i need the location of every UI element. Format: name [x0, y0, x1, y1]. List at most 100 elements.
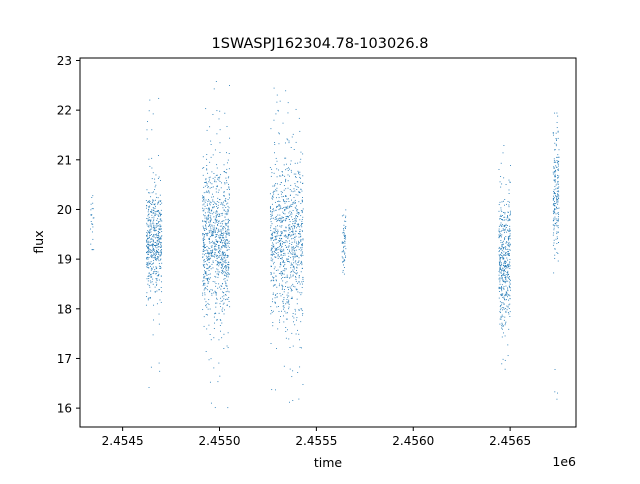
- data-point: [501, 286, 502, 287]
- data-point: [302, 238, 304, 240]
- data-point: [503, 269, 505, 271]
- data-point: [226, 223, 228, 225]
- data-point: [284, 202, 286, 204]
- data-point: [302, 383, 304, 385]
- data-point: [501, 219, 503, 220]
- data-point: [505, 321, 507, 323]
- data-point: [296, 245, 298, 247]
- data-point: [554, 201, 555, 203]
- data-point: [294, 162, 296, 164]
- data-point: [502, 325, 504, 327]
- data-point: [213, 206, 215, 208]
- data-point: [223, 313, 225, 315]
- data-point: [209, 277, 211, 279]
- data-point: [283, 164, 285, 166]
- data-point: [270, 254, 272, 256]
- data-point: [302, 313, 304, 314]
- data-point: [300, 308, 302, 310]
- data-point: [302, 175, 304, 177]
- data-point: [209, 258, 211, 260]
- data-point: [153, 256, 155, 258]
- data-point: [296, 267, 298, 269]
- data-point: [285, 179, 286, 181]
- data-point: [342, 257, 344, 259]
- data-point: [212, 280, 214, 282]
- data-point: [227, 266, 229, 268]
- data-point: [203, 240, 204, 242]
- data-point: [203, 198, 205, 200]
- data-point: [293, 271, 295, 273]
- data-point: [148, 257, 150, 259]
- data-point: [207, 191, 209, 193]
- data-point: [224, 200, 226, 202]
- data-point: [273, 276, 275, 278]
- data-point: [206, 278, 208, 279]
- data-point: [216, 268, 218, 270]
- data-point: [226, 239, 228, 240]
- data-point: [556, 121, 558, 123]
- data-point: [507, 280, 509, 282]
- data-point: [292, 266, 294, 268]
- data-point: [291, 244, 293, 245]
- data-point: [152, 249, 154, 251]
- data-point: [504, 266, 506, 268]
- data-point: [295, 272, 297, 274]
- data-point: [289, 219, 290, 220]
- data-point: [274, 218, 276, 220]
- data-point: [279, 244, 281, 246]
- data-point: [278, 219, 280, 221]
- data-point: [203, 228, 205, 230]
- data-point: [207, 218, 209, 220]
- data-point: [228, 176, 230, 178]
- data-point: [149, 263, 150, 265]
- data-point: [217, 240, 219, 242]
- data-point: [157, 211, 159, 212]
- data-point: [273, 261, 275, 263]
- data-point: [283, 212, 284, 214]
- data-point: [212, 255, 214, 257]
- data-point: [219, 142, 221, 144]
- data-point: [212, 207, 214, 209]
- data-point: [215, 191, 217, 193]
- data-point: [292, 225, 294, 227]
- data-point: [215, 188, 217, 190]
- data-point: [298, 310, 300, 312]
- data-point: [148, 261, 150, 263]
- data-point: [502, 241, 504, 243]
- data-point: [157, 271, 159, 273]
- data-point: [290, 257, 292, 259]
- data-point: [150, 282, 152, 284]
- data-point: [215, 283, 217, 285]
- data-point: [282, 220, 283, 222]
- data-point: [157, 240, 159, 241]
- data-point: [227, 261, 229, 263]
- data-point: [300, 250, 302, 252]
- data-point: [553, 203, 554, 205]
- data-point: [507, 237, 509, 239]
- data-point: [282, 261, 284, 263]
- data-point: [225, 299, 226, 301]
- data-point: [153, 230, 155, 231]
- data-point: [157, 218, 159, 220]
- data-point: [499, 301, 501, 303]
- data-point: [287, 296, 288, 298]
- data-point: [288, 255, 290, 257]
- data-point: [227, 298, 229, 300]
- data-point: [207, 172, 209, 174]
- data-point: [508, 230, 510, 232]
- data-point: [280, 234, 282, 236]
- data-point: [223, 226, 224, 227]
- data-point: [221, 242, 223, 244]
- data-point: [299, 130, 301, 132]
- data-point: [504, 277, 506, 279]
- data-point: [275, 157, 277, 159]
- data-point: [282, 280, 284, 282]
- data-point: [147, 246, 149, 248]
- data-point: [504, 262, 506, 264]
- data-point: [508, 253, 510, 255]
- data-point: [275, 235, 277, 237]
- data-point: [508, 244, 510, 246]
- data-point: [202, 239, 204, 241]
- data-point: [282, 175, 284, 176]
- data-point: [155, 278, 157, 280]
